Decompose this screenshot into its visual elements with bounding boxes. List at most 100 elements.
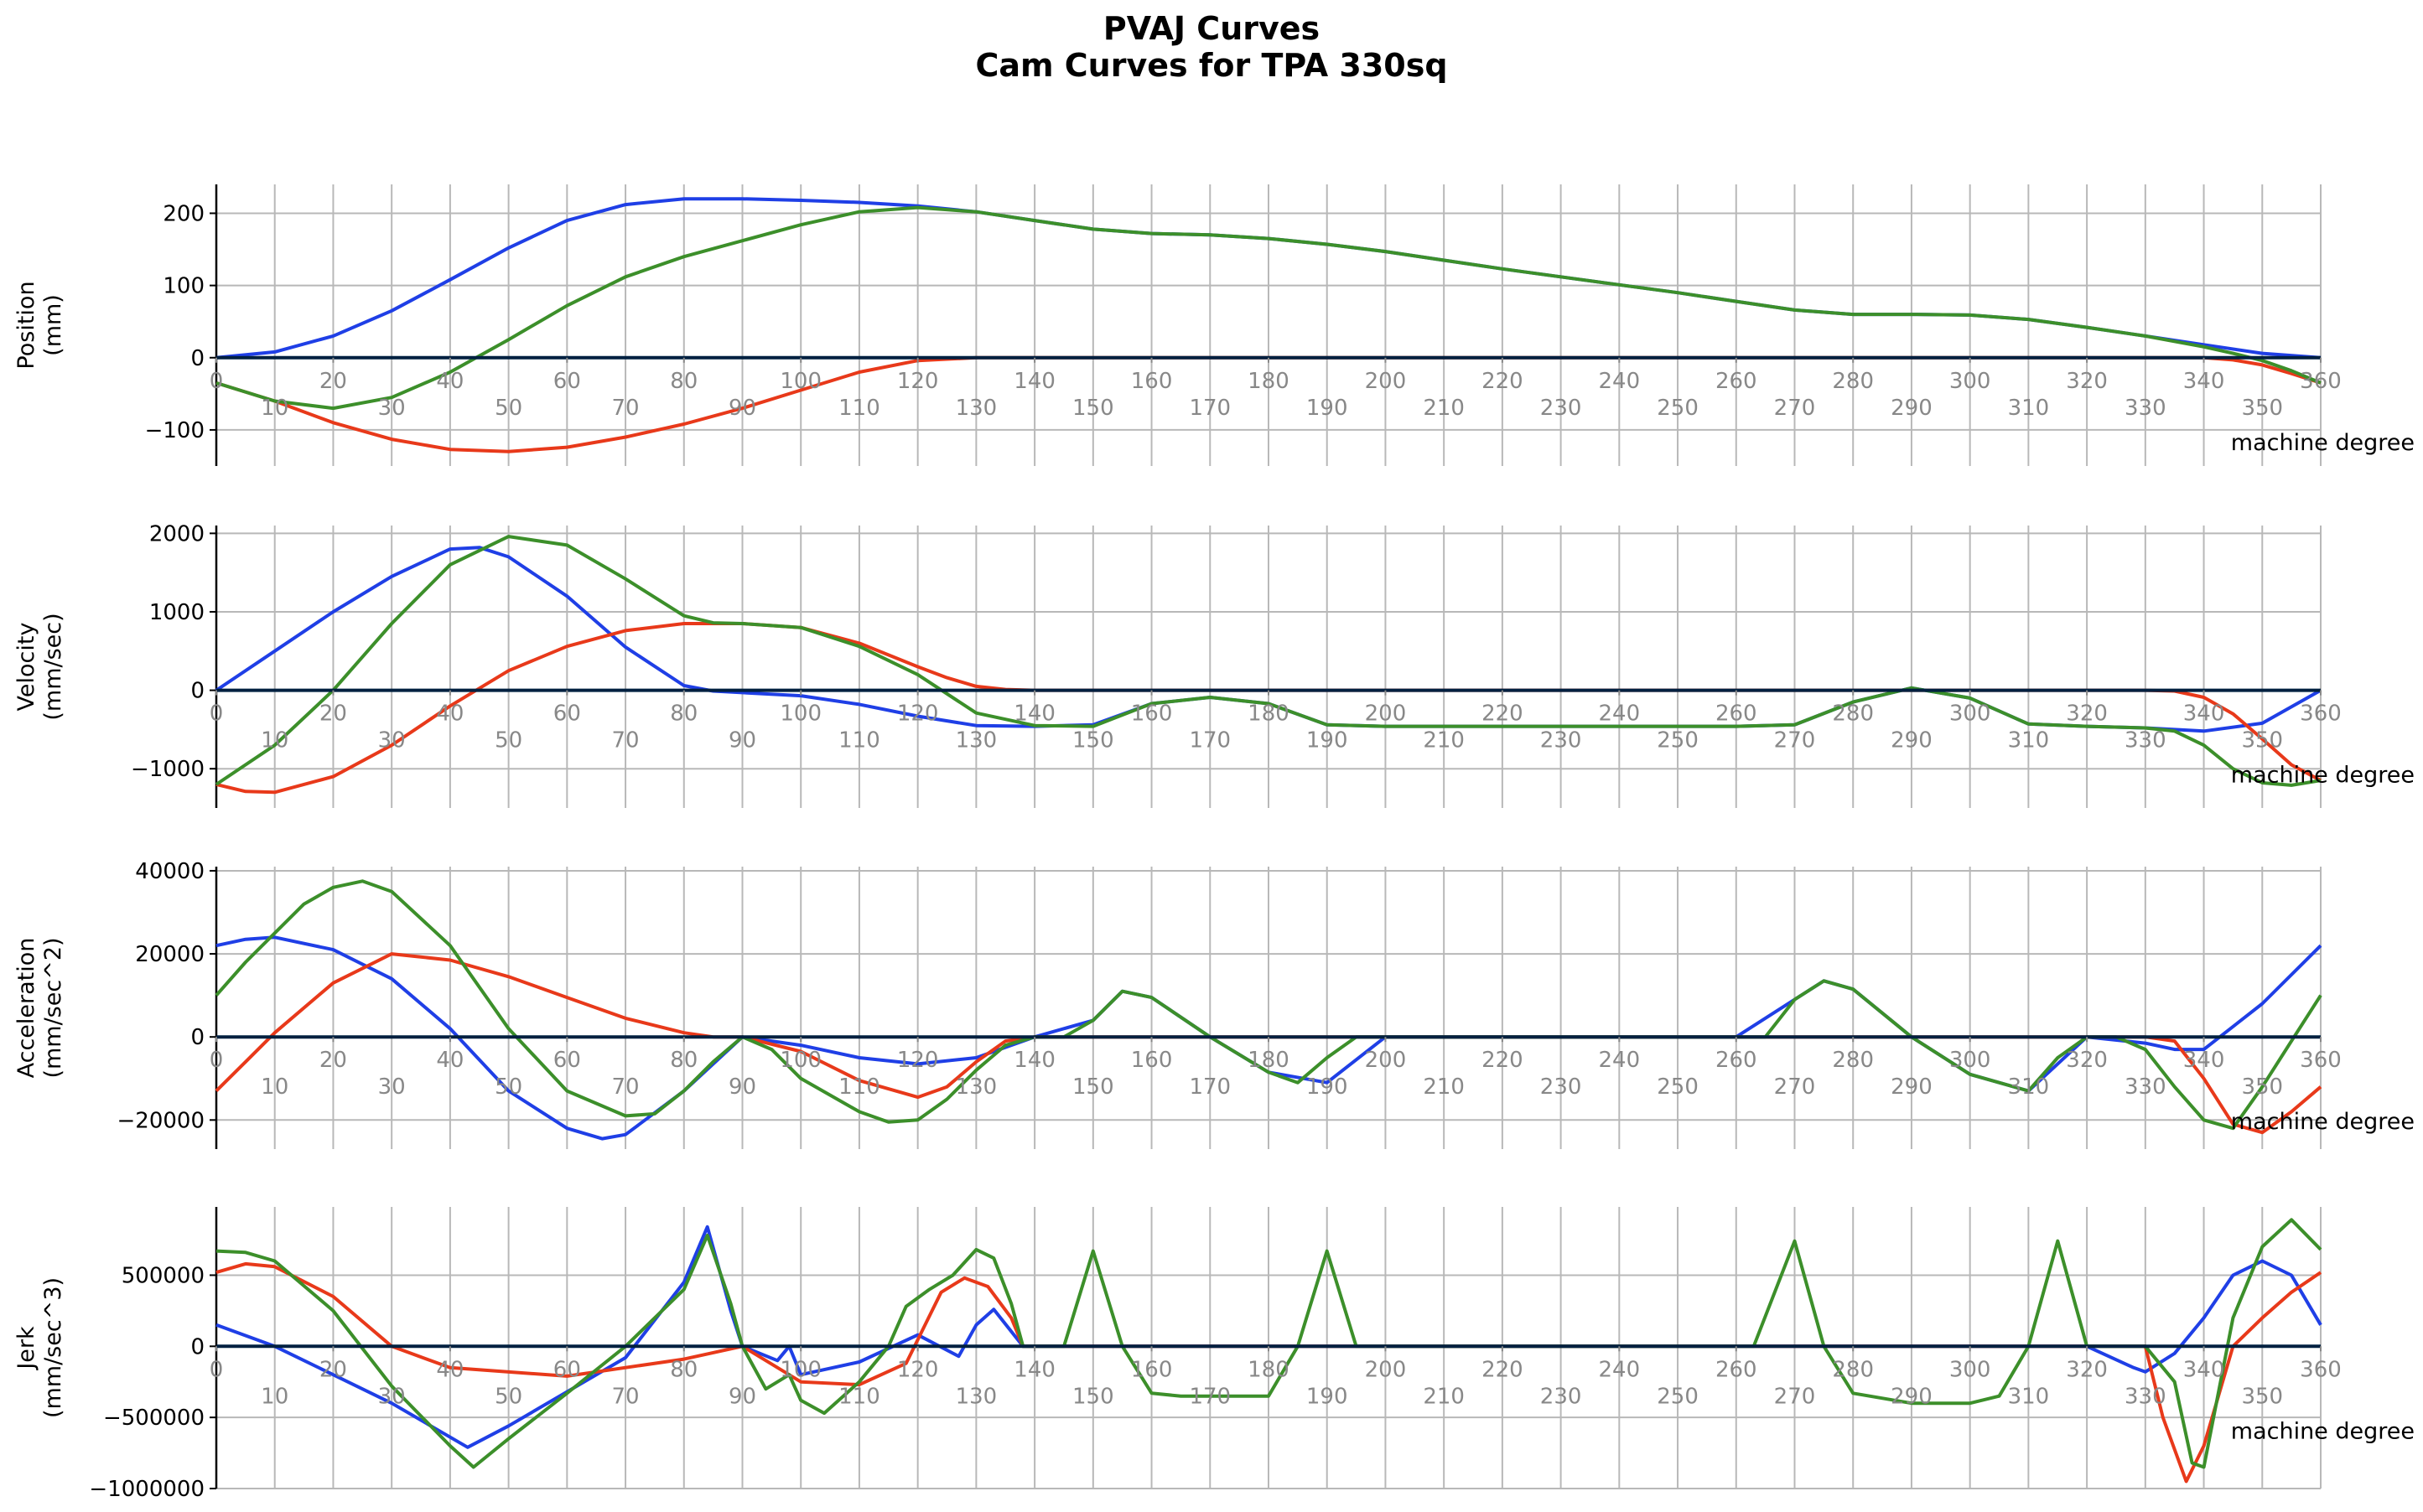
position-y-label: Position(mm) xyxy=(13,281,66,369)
position-xtick-label: 230 xyxy=(1540,396,1582,421)
position-xtick-label: 70 xyxy=(612,396,640,421)
velocity-xtick-label: 130 xyxy=(956,728,998,753)
jerk-xtick-label: 190 xyxy=(1306,1384,1348,1409)
velocity-y-label-line: Velocity xyxy=(13,623,39,712)
position-xtick-label: 170 xyxy=(1189,396,1231,421)
acceleration-xtick-label: 190 xyxy=(1306,1074,1348,1100)
acceleration-xtick-label: 130 xyxy=(956,1074,998,1100)
acceleration-xtick-label: 350 xyxy=(2241,1074,2283,1100)
chart-title-line1: PVAJ Curves xyxy=(1103,10,1320,47)
acceleration-xtick-label: 150 xyxy=(1072,1074,1114,1100)
jerk-xtick-label: 170 xyxy=(1189,1384,1231,1409)
acceleration-xtick-label: 100 xyxy=(780,1048,822,1073)
jerk-xtick-label: 0 xyxy=(210,1357,224,1382)
velocity-y-label-line: (mm/sec) xyxy=(40,613,66,720)
position-xtick-label: 30 xyxy=(378,396,406,421)
acceleration-y-label-line: (mm/sec^2) xyxy=(40,937,66,1078)
position-xtick-label: 100 xyxy=(780,369,822,394)
position-xtick-label: 10 xyxy=(261,396,288,421)
position-xtick-label: 260 xyxy=(1715,369,1757,394)
jerk-ytick-label: 500000 xyxy=(122,1263,205,1288)
position-xtick-label: 320 xyxy=(2066,369,2108,394)
acceleration-xtick-label: 230 xyxy=(1540,1074,1582,1100)
velocity-xtick-label: 50 xyxy=(495,728,522,753)
velocity-xtick-label: 100 xyxy=(780,702,822,727)
position-xtick-label: 200 xyxy=(1365,369,1407,394)
acceleration-xtick-label: 200 xyxy=(1365,1048,1407,1073)
jerk-xtick-label: 310 xyxy=(2008,1384,2050,1409)
position-series-3 xyxy=(215,205,2322,411)
position-xtick-label: 20 xyxy=(319,369,347,394)
acceleration-xtick-label: 10 xyxy=(261,1074,288,1100)
position-xtick-label: 290 xyxy=(1891,396,1933,421)
velocity-xtick-label: 170 xyxy=(1189,728,1231,753)
chart-title-line2: Cam Curves for TPA 330sq xyxy=(975,47,1448,84)
position-xtick-label: 350 xyxy=(2241,396,2283,421)
jerk-ytick-label: 0 xyxy=(190,1334,205,1359)
position-xtick-label: 310 xyxy=(2008,396,2050,421)
velocity-xtick-label: 210 xyxy=(1423,728,1465,753)
position-xtick-label: 130 xyxy=(956,396,998,421)
jerk-xtick-label: 40 xyxy=(436,1357,464,1382)
velocity-xtick-label: 280 xyxy=(1832,702,1874,727)
position-y-label-line: Position xyxy=(13,281,39,369)
jerk-xtick-label: 230 xyxy=(1540,1384,1582,1409)
velocity-xtick-label: 260 xyxy=(1715,702,1757,727)
position-ytick-label: 0 xyxy=(190,346,205,371)
jerk-xtick-label: 90 xyxy=(729,1384,756,1409)
acceleration-y-label-line: Acceleration xyxy=(13,938,39,1079)
acceleration-xtick-label: 70 xyxy=(612,1074,640,1100)
position-ytick-label: −100 xyxy=(145,418,205,443)
velocity-xtick-label: 70 xyxy=(612,728,640,753)
acceleration-xtick-label: 210 xyxy=(1423,1074,1465,1100)
jerk-y-label-line: Jerk xyxy=(13,1326,39,1371)
position-xtick-label: 250 xyxy=(1657,396,1699,421)
acceleration-ytick-label: −20000 xyxy=(117,1108,205,1133)
velocity-xtick-label: 0 xyxy=(210,702,224,727)
velocity-xtick-label: 60 xyxy=(553,702,581,727)
velocity-ytick-label: 1000 xyxy=(149,600,205,625)
acceleration-xtick-label: 80 xyxy=(670,1048,698,1073)
position-xtick-label: 160 xyxy=(1131,369,1173,394)
jerk-x-label: machine degree xyxy=(2231,1418,2415,1444)
velocity-xtick-label: 40 xyxy=(436,702,464,727)
acceleration-xtick-label: 40 xyxy=(436,1048,464,1073)
position-xtick-label: 270 xyxy=(1774,396,1816,421)
position-xtick-label: 60 xyxy=(553,369,581,394)
acceleration-xtick-label: 170 xyxy=(1189,1074,1231,1100)
jerk-ytick-label: −1000000 xyxy=(89,1477,205,1502)
velocity-xtick-label: 230 xyxy=(1540,728,1582,753)
acceleration-xtick-label: 340 xyxy=(2183,1048,2225,1073)
position-xtick-label: 360 xyxy=(2300,369,2342,394)
position-ytick-label: 100 xyxy=(163,274,205,299)
acceleration-xtick-label: 250 xyxy=(1657,1074,1699,1100)
jerk-xtick-label: 250 xyxy=(1657,1384,1699,1409)
velocity-x-label: machine degree xyxy=(2231,763,2415,789)
velocity-xtick-label: 200 xyxy=(1365,702,1407,727)
position-xtick-label: 90 xyxy=(729,396,756,421)
jerk-xtick-label: 240 xyxy=(1599,1357,1641,1382)
acceleration-x-label: machine degree xyxy=(2231,1109,2415,1135)
jerk-xtick-label: 280 xyxy=(1832,1357,1874,1382)
acceleration-xtick-label: 140 xyxy=(1014,1048,1056,1073)
position-xtick-label: 180 xyxy=(1248,369,1289,394)
velocity-xtick-label: 150 xyxy=(1072,728,1114,753)
acceleration-xtick-label: 360 xyxy=(2300,1048,2342,1073)
jerk-xtick-label: 140 xyxy=(1014,1357,1056,1382)
position-xtick-label: 330 xyxy=(2125,396,2166,421)
position-xtick-label: 220 xyxy=(1481,369,1523,394)
jerk-xtick-label: 50 xyxy=(495,1384,522,1409)
acceleration-xtick-label: 50 xyxy=(495,1074,522,1100)
jerk-xtick-label: 300 xyxy=(1949,1357,1991,1382)
velocity-ytick-label: −1000 xyxy=(131,757,205,782)
velocity-ytick-label: 2000 xyxy=(149,521,205,546)
position-xtick-label: 120 xyxy=(897,369,939,394)
jerk-xtick-label: 160 xyxy=(1131,1357,1173,1382)
jerk-ytick-label: −500000 xyxy=(103,1406,205,1431)
position-xtick-label: 190 xyxy=(1306,396,1348,421)
jerk-xtick-label: 30 xyxy=(378,1384,406,1409)
acceleration-ytick-label: 0 xyxy=(190,1025,205,1050)
acceleration-xtick-label: 240 xyxy=(1599,1048,1641,1073)
acceleration-xtick-label: 160 xyxy=(1131,1048,1173,1073)
